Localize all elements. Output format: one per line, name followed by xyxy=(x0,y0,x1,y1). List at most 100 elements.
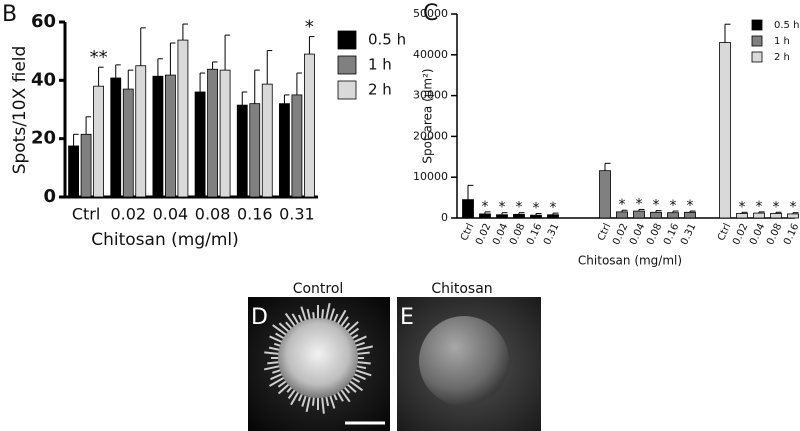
y-tick-label: 50000 xyxy=(413,7,448,20)
bar xyxy=(68,145,79,198)
bar xyxy=(80,133,92,198)
bar xyxy=(616,211,628,219)
legend-swatch xyxy=(337,30,357,50)
cell-control xyxy=(278,318,358,398)
bar xyxy=(753,212,765,219)
bar xyxy=(547,214,559,219)
x-tick-label: 0.16 xyxy=(237,205,273,224)
bar xyxy=(165,74,176,198)
x-tick-label: Ctrl xyxy=(72,205,100,224)
significance: * xyxy=(756,199,763,215)
bar xyxy=(599,170,611,219)
significance: * xyxy=(670,198,677,214)
significance: * xyxy=(482,199,489,215)
y-tick-label: 20 xyxy=(31,128,56,149)
y-tick-label: 10000 xyxy=(413,170,448,183)
cell-chitosan xyxy=(419,316,509,406)
x-tick-label: 0.16 xyxy=(782,222,800,247)
legend-label: 0.5 h xyxy=(368,31,406,49)
y-axis-label: Spot area (µm²) xyxy=(421,68,435,163)
bar xyxy=(207,68,218,198)
bar xyxy=(719,42,731,219)
y-tick-label: 20000 xyxy=(413,129,448,142)
legend-label: 1 h xyxy=(368,56,392,74)
legend-label: 2 h xyxy=(774,52,790,63)
x-tick-label: 0.31 xyxy=(542,222,561,247)
y-tick-label: 40000 xyxy=(413,48,448,61)
x-tick-label: 0.31 xyxy=(279,205,315,224)
significance: * xyxy=(516,200,523,216)
image-title: Chitosan xyxy=(431,281,492,297)
legend-swatch xyxy=(751,51,763,63)
x-tick-label: 0.08 xyxy=(195,205,231,224)
x-tick-label: 0.02 xyxy=(474,222,493,247)
legend-swatch xyxy=(337,80,357,100)
x-tick-label: 0.04 xyxy=(153,205,189,224)
bar xyxy=(152,75,164,198)
panel-label: D xyxy=(251,305,268,330)
y-axis-label: Spots/10X field xyxy=(10,46,30,175)
panel-label: E xyxy=(400,305,414,330)
x-tick-label: 0.04 xyxy=(628,222,647,247)
panel-label: C xyxy=(423,1,438,26)
x-tick-label: 0.31 xyxy=(679,222,698,247)
bar xyxy=(650,211,662,219)
bar xyxy=(291,94,303,198)
x-tick-label: 0.16 xyxy=(525,222,544,247)
significance: * xyxy=(653,198,660,214)
significance: * xyxy=(499,200,506,216)
y-tick-label: 40 xyxy=(31,69,56,90)
y-tick-label: 0 xyxy=(441,211,448,224)
bar xyxy=(135,65,147,198)
x-tick-label: Ctrl xyxy=(716,222,733,243)
x-tick-label: Ctrl xyxy=(459,222,476,243)
bar xyxy=(770,213,782,219)
x-tick-label: 0.16 xyxy=(662,222,681,247)
x-tick-label: 0.04 xyxy=(748,222,767,247)
bar xyxy=(736,213,748,219)
bar xyxy=(110,77,122,198)
bar xyxy=(684,211,696,219)
x-axis-label: Chitosan (mg/ml) xyxy=(578,254,682,268)
legend-label: 0.5 h xyxy=(774,20,799,31)
y-tick-label: 0 xyxy=(43,186,56,207)
x-tick-label: 0.04 xyxy=(491,222,510,247)
legend-label: 1 h xyxy=(774,36,790,47)
bar xyxy=(479,213,491,219)
bar xyxy=(279,103,290,198)
x-tick-label: 0.08 xyxy=(508,222,527,247)
significance: * xyxy=(687,198,694,214)
x-axis-label: Chitosan (mg/ml) xyxy=(91,230,239,250)
bar xyxy=(513,213,525,219)
bar xyxy=(93,85,104,198)
x-tick-label: 0.02 xyxy=(611,222,630,247)
x-tick-label: 0.02 xyxy=(110,205,146,224)
image-title: Control xyxy=(293,281,344,297)
bar xyxy=(667,212,679,219)
bar xyxy=(496,214,508,219)
panel-label: B xyxy=(2,2,17,27)
bar xyxy=(219,69,231,198)
bar xyxy=(633,210,645,219)
x-tick-label: 0.08 xyxy=(645,222,664,247)
y-tick-label: 30000 xyxy=(413,89,448,102)
significance: * xyxy=(305,17,314,38)
legend-swatch xyxy=(337,55,357,75)
significance: * xyxy=(533,201,540,217)
bar xyxy=(249,103,261,198)
significance: * xyxy=(739,199,746,215)
legend-swatch xyxy=(751,35,763,47)
bar xyxy=(236,104,248,198)
x-tick-label: 0.08 xyxy=(765,222,784,247)
legend-swatch xyxy=(751,19,763,31)
x-tick-label: 0.02 xyxy=(731,222,750,247)
significance: * xyxy=(636,196,643,212)
significance: * xyxy=(550,200,557,216)
significance: * xyxy=(773,199,780,215)
significance: * xyxy=(790,200,797,216)
bar xyxy=(261,83,273,198)
y-tick-label: 60 xyxy=(31,11,56,32)
bar xyxy=(177,39,189,198)
bar xyxy=(194,91,206,198)
